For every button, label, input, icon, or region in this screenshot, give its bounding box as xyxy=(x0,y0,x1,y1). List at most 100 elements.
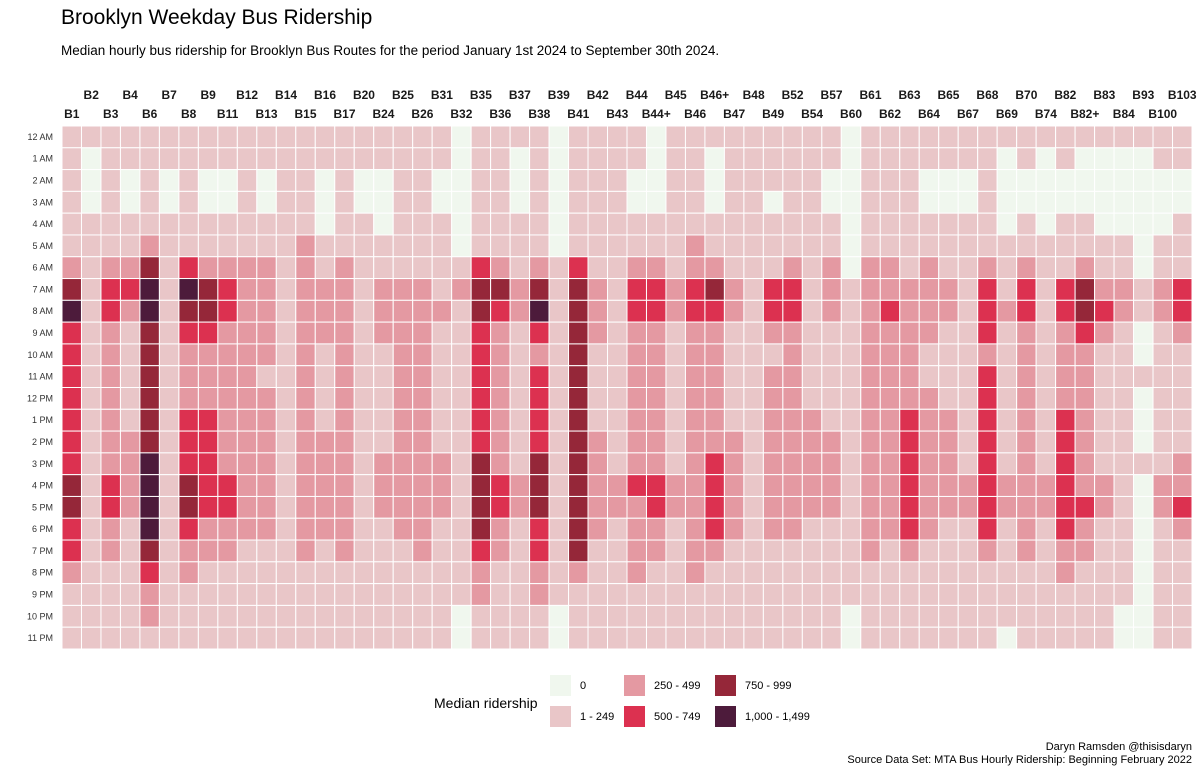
cell-B6-6PM xyxy=(139,517,160,541)
cell-B20-8AM xyxy=(353,299,375,323)
cell-B36-2PM xyxy=(490,430,511,454)
cell-B70-1AM xyxy=(1016,147,1037,171)
cell-B26-8PM xyxy=(412,561,433,585)
cell-B48-7PM xyxy=(743,539,764,563)
column-label: B43 xyxy=(606,107,628,121)
cell-B9-12PM xyxy=(197,387,219,410)
cell-B44-9AM xyxy=(626,321,647,345)
cell-B4-5PM xyxy=(119,495,141,519)
cell-B32-4PM xyxy=(451,474,472,497)
cell-B44+-4PM xyxy=(645,474,667,497)
row-label: 12 PM xyxy=(27,393,53,403)
cell-B61-1AM xyxy=(860,147,881,171)
cell-B54-4PM xyxy=(801,474,823,497)
legend-swatch-5 xyxy=(715,706,736,727)
cell-B32-1PM xyxy=(451,408,472,432)
cell-B60-5PM xyxy=(840,495,862,519)
cell-B1-4PM xyxy=(61,474,82,497)
cell-B100-5AM xyxy=(1152,234,1174,258)
cell-B32-1AM xyxy=(451,147,472,171)
cell-B83-12AM xyxy=(1094,125,1115,149)
cell-B38-6PM xyxy=(529,517,550,541)
cell-B11-2AM xyxy=(217,169,238,192)
cell-B6-1AM xyxy=(139,147,160,171)
cell-B46+-5AM xyxy=(704,234,725,258)
cell-B43-3AM xyxy=(607,190,628,214)
cell-B61-2PM xyxy=(860,430,881,454)
cell-B32-12AM xyxy=(451,125,472,149)
cell-B83-8PM xyxy=(1094,561,1115,585)
cell-B84-2PM xyxy=(1113,430,1135,454)
cell-B60-9PM xyxy=(840,583,862,606)
cell-B25-9PM xyxy=(392,583,414,606)
cell-B63-9AM xyxy=(899,321,920,345)
cell-B31-4AM xyxy=(431,212,453,236)
cell-B41-8PM xyxy=(568,561,589,585)
column-label: B93 xyxy=(1132,88,1154,102)
cell-B11-7PM xyxy=(217,539,238,563)
cell-B45-4PM xyxy=(665,474,686,497)
cell-B15-12PM xyxy=(295,387,316,410)
cell-B41-9PM xyxy=(568,583,589,606)
cell-B41-1PM xyxy=(568,408,589,432)
cell-B35-1PM xyxy=(470,408,492,432)
cell-B49-12AM xyxy=(762,125,784,149)
cell-B83-2AM xyxy=(1094,169,1115,192)
cell-B52-5AM xyxy=(782,234,803,258)
cell-B20-1PM xyxy=(353,408,375,432)
cell-B93-7AM xyxy=(1133,278,1154,301)
cell-B43-6AM xyxy=(607,256,628,280)
cell-B20-3AM xyxy=(353,190,375,214)
cell-B64-6AM xyxy=(918,256,940,280)
cell-B11-1AM xyxy=(217,147,238,171)
cell-B3-5PM xyxy=(100,495,121,519)
cell-B24-12PM xyxy=(373,387,394,410)
cell-B36-5AM xyxy=(490,234,511,258)
cell-B42-1PM xyxy=(587,408,609,432)
legend-item-2: 250 - 499 xyxy=(624,675,700,696)
cell-B57-10PM xyxy=(821,604,842,628)
cell-B68-9AM xyxy=(977,321,998,345)
cell-B1-3PM xyxy=(61,452,82,476)
cell-B74-11AM xyxy=(1035,365,1057,388)
cell-B52-5PM xyxy=(782,495,803,519)
cell-B15-10PM xyxy=(295,604,316,628)
cell-B49-9PM xyxy=(762,583,784,606)
cell-B69-4AM xyxy=(996,212,1018,236)
cell-B12-3AM xyxy=(236,190,258,214)
cell-B46+-3PM xyxy=(704,452,725,476)
cell-B82+-6AM xyxy=(1074,256,1096,280)
cell-B31-4PM xyxy=(431,474,453,497)
column-label: B14 xyxy=(275,88,297,102)
cell-B1-6AM xyxy=(61,256,82,280)
cell-B32-5AM xyxy=(451,234,472,258)
cell-B70-9AM xyxy=(1016,321,1037,345)
cell-B69-3PM xyxy=(996,452,1018,476)
cell-B68-10AM xyxy=(977,343,998,367)
cell-B61-7PM xyxy=(860,539,881,563)
cell-B60-7PM xyxy=(840,539,862,563)
cell-B41-10PM xyxy=(568,604,589,628)
cell-B44+-12PM xyxy=(645,387,667,410)
cell-B3-2PM xyxy=(100,430,121,454)
credit-source: Source Data Set: MTA Bus Hourly Ridershi… xyxy=(847,754,1192,766)
cell-B31-12PM xyxy=(431,387,453,410)
cell-B46-7PM xyxy=(684,539,706,563)
cell-B82-9AM xyxy=(1055,321,1076,345)
cell-B67-10AM xyxy=(957,343,979,367)
cell-B15-10AM xyxy=(295,343,316,367)
cell-B11-11PM xyxy=(217,626,238,650)
cell-B82-4PM xyxy=(1055,474,1076,497)
cell-B7-11PM xyxy=(158,626,180,650)
cell-B69-10AM xyxy=(996,343,1018,367)
cell-B52-4PM xyxy=(782,474,803,497)
cell-B7-7AM xyxy=(158,278,180,301)
cell-B74-10PM xyxy=(1035,604,1057,628)
column-label: B46+ xyxy=(700,88,729,102)
cell-B8-5PM xyxy=(178,495,199,519)
cell-B83-5AM xyxy=(1094,234,1115,258)
cell-B70-12AM xyxy=(1016,125,1037,149)
column-label: B17 xyxy=(333,107,355,121)
cell-B32-7AM xyxy=(451,278,472,301)
cell-B3-8PM xyxy=(100,561,121,585)
